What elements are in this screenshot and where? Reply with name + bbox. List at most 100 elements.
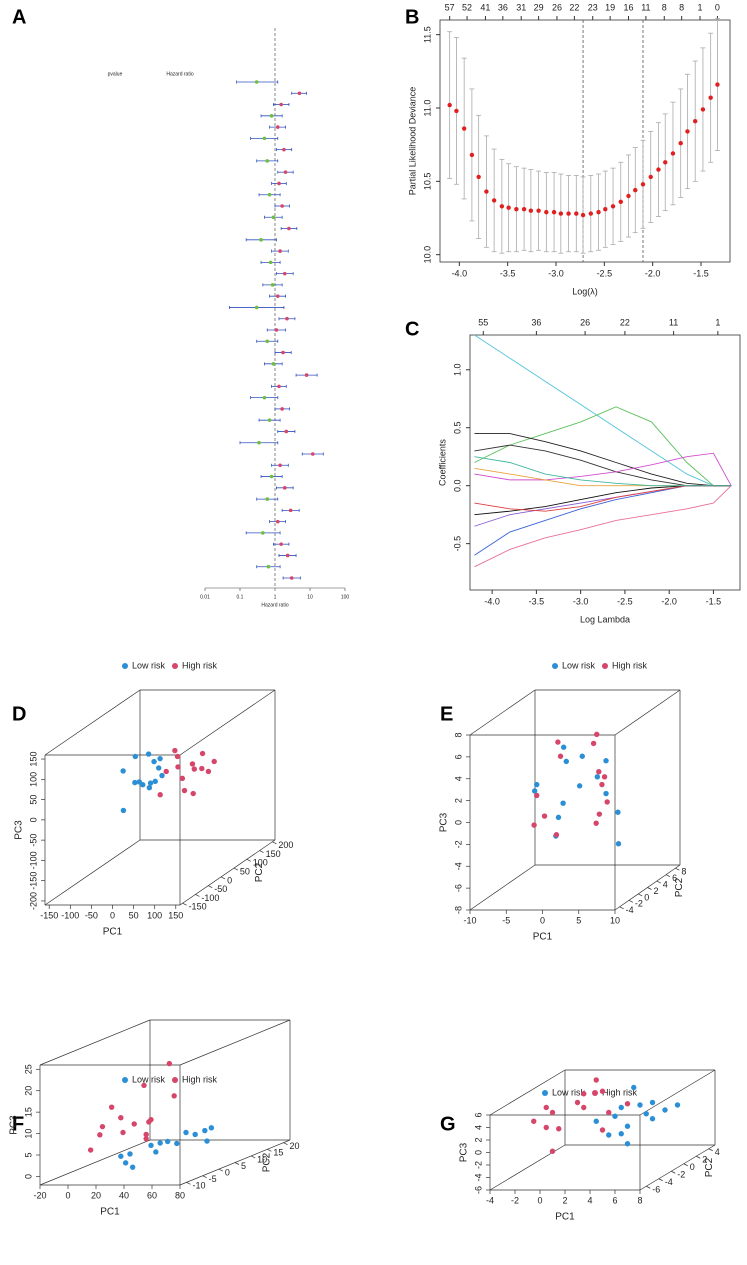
pca-point [143, 1136, 149, 1142]
cv-point [685, 129, 690, 134]
z-tick-label: -50 [28, 834, 38, 847]
top-tick-label: 8 [679, 2, 684, 12]
pca-point [120, 768, 126, 774]
y-axis-label: PC2 [262, 1152, 273, 1172]
x-tick-label: -2.5 [617, 596, 633, 606]
y-axis-label: PC2 [254, 862, 265, 882]
tick-mark [675, 867, 680, 871]
coefficient-path [474, 485, 732, 556]
coefficient-path [474, 485, 732, 516]
y-tick-label: 100 [253, 858, 268, 868]
box-edge [489, 1069, 566, 1116]
hazard-point [283, 170, 288, 174]
pca-point [674, 1102, 681, 1108]
z-tick-label: -8 [453, 906, 463, 914]
cv-point [536, 208, 541, 213]
box-edge [39, 1019, 151, 1066]
legend-label: High risk [602, 1087, 638, 1097]
pca-point [649, 1099, 656, 1106]
pca-point [599, 1088, 606, 1094]
plot-frame [439, 19, 731, 263]
cv-point [663, 160, 668, 165]
y-tick-label: -150 [189, 902, 207, 912]
box-edge [614, 689, 681, 736]
tick-mark [272, 841, 277, 845]
z-axis-label: PC3 [9, 1115, 20, 1135]
tick-mark [665, 874, 671, 877]
y-tick-label: -5 [209, 1174, 217, 1184]
x-tick-label: -4.0 [484, 596, 500, 606]
hazard-point [259, 238, 263, 242]
hazard-point [285, 316, 289, 321]
box-edge [39, 1139, 151, 1186]
pca-point [593, 1077, 599, 1083]
hazard-point [280, 407, 284, 411]
x-tick-label: -150 [40, 910, 58, 920]
pca-point [87, 1147, 94, 1153]
y-tick-label: 200 [278, 840, 293, 850]
hazard-point [285, 553, 290, 558]
z-tick-label: 25 [23, 1064, 33, 1074]
hazard-point [279, 102, 283, 107]
panel-letter: C [405, 318, 419, 340]
y-axis-label: PC2 [674, 877, 685, 897]
pca-point [190, 790, 196, 797]
hazard-point [271, 215, 276, 220]
x-tick-label: 1 [274, 594, 277, 600]
top-tick-label: 1 [715, 317, 720, 327]
legend-marker [172, 1077, 178, 1083]
z-tick-label: -100 [28, 851, 38, 869]
top-tick-label: 26 [580, 317, 590, 327]
pca-point [205, 768, 212, 775]
cv-point [678, 141, 683, 146]
top-tick-label: 23 [588, 2, 598, 12]
y-tick-label: -4 [665, 1177, 673, 1187]
x-tick-label: 100 [147, 910, 162, 920]
pca-point [541, 813, 548, 819]
x-axis-label: PC1 [100, 1207, 120, 1218]
z-tick-label: 2 [473, 1137, 483, 1142]
cv-point [715, 82, 720, 87]
pca-point [534, 781, 540, 788]
y-tick-label: 10.0 [422, 246, 432, 264]
pca-point [615, 841, 622, 847]
pca-point [604, 799, 610, 805]
x-axis-label: Log(λ) [572, 286, 598, 296]
pca-point [199, 765, 205, 772]
x-tick-label: 0.1 [237, 594, 244, 600]
hazard-point [262, 395, 267, 400]
hazard-point [267, 192, 272, 197]
y-axis-label: Partial Likelihood Deviance [407, 87, 417, 196]
panel-letter: A [12, 6, 26, 28]
y-tick-label: 6 [672, 873, 677, 883]
hazard-point [266, 564, 271, 569]
pca-point [157, 792, 163, 798]
pca-point [603, 790, 609, 797]
pca-point [174, 1140, 180, 1147]
z-tick-label: -6 [453, 884, 463, 892]
hazard-point [277, 181, 281, 186]
y-tick-label: -10 [192, 1181, 205, 1191]
hazard-point [269, 114, 274, 118]
z-tick-label: 8 [453, 732, 463, 737]
tick-mark [267, 1148, 272, 1152]
top-tick-label: 22 [620, 317, 630, 327]
pca-point [97, 1132, 103, 1138]
x-tick-label: -20 [33, 1190, 46, 1200]
box-edge [639, 1069, 716, 1116]
cv-point [484, 189, 489, 194]
x-axis-label: PC1 [555, 1212, 575, 1223]
top-tick-label: 8 [662, 2, 667, 12]
legend-marker [592, 1090, 598, 1096]
y-tick-label: 1.0 [452, 364, 462, 377]
y-tick-label: -6 [652, 1185, 660, 1195]
legend-marker [602, 663, 608, 669]
y-tick-label: 0 [225, 1167, 230, 1177]
hazard-point [282, 147, 286, 152]
cv-point [574, 211, 579, 216]
pca-point [146, 785, 153, 791]
x-tick-label: -3.0 [573, 596, 589, 606]
hazard-point [274, 328, 279, 332]
x-tick-label: 0 [65, 1190, 70, 1200]
